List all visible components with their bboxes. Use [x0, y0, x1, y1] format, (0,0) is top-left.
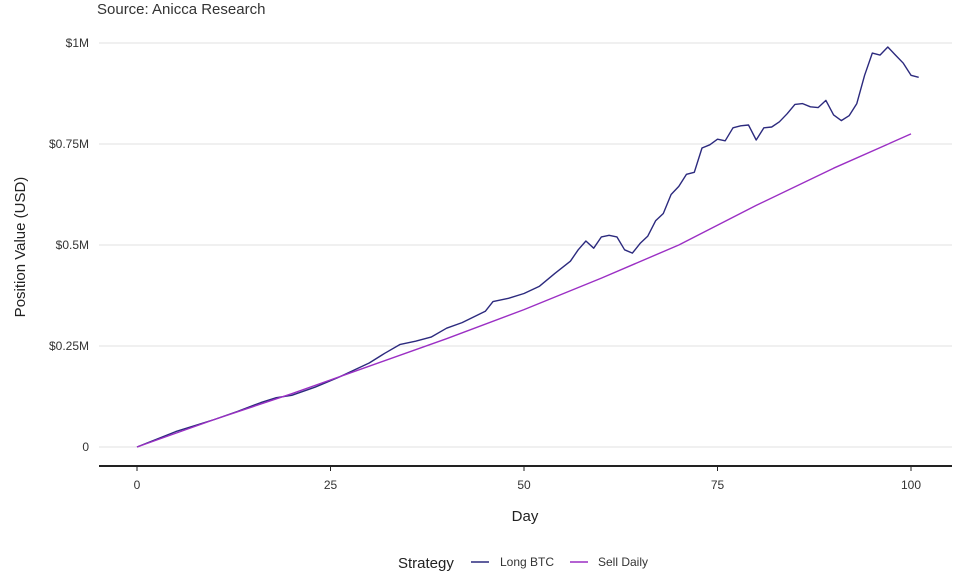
- series-lines: [136, 46, 919, 448]
- source-note: Source: Anicca Research: [97, 1, 266, 18]
- x-tick-label: 50: [517, 478, 531, 492]
- y-tick-label: $0.75M: [49, 137, 89, 151]
- x-axis-ticks: 0 25 50 75 100: [134, 466, 921, 492]
- y-axis-tick-labels: 0 $0.25M $0.5M $0.75M $1M: [49, 36, 89, 454]
- legend: Strategy Long BTC Sell Daily: [398, 555, 648, 572]
- y-tick-label: $0.5M: [56, 238, 89, 252]
- grid-lines: [99, 42, 952, 448]
- x-tick-label: 75: [711, 478, 725, 492]
- x-tick-label: 25: [324, 478, 338, 492]
- x-tick-label: 0: [134, 478, 141, 492]
- legend-label-sell-daily: Sell Daily: [598, 555, 648, 569]
- legend-title: Strategy: [398, 555, 454, 572]
- y-tick-label: $0.25M: [49, 339, 89, 353]
- x-axis-title: Day: [512, 508, 539, 525]
- y-axis-title: Position Value (USD): [12, 177, 29, 318]
- series-line-long-btc: [136, 46, 919, 448]
- x-tick-label: 100: [901, 478, 921, 492]
- y-tick-label: 0: [82, 440, 89, 454]
- series-line-sell-daily: [136, 133, 912, 448]
- legend-label-long-btc: Long BTC: [500, 555, 554, 569]
- y-tick-label: $1M: [66, 36, 89, 50]
